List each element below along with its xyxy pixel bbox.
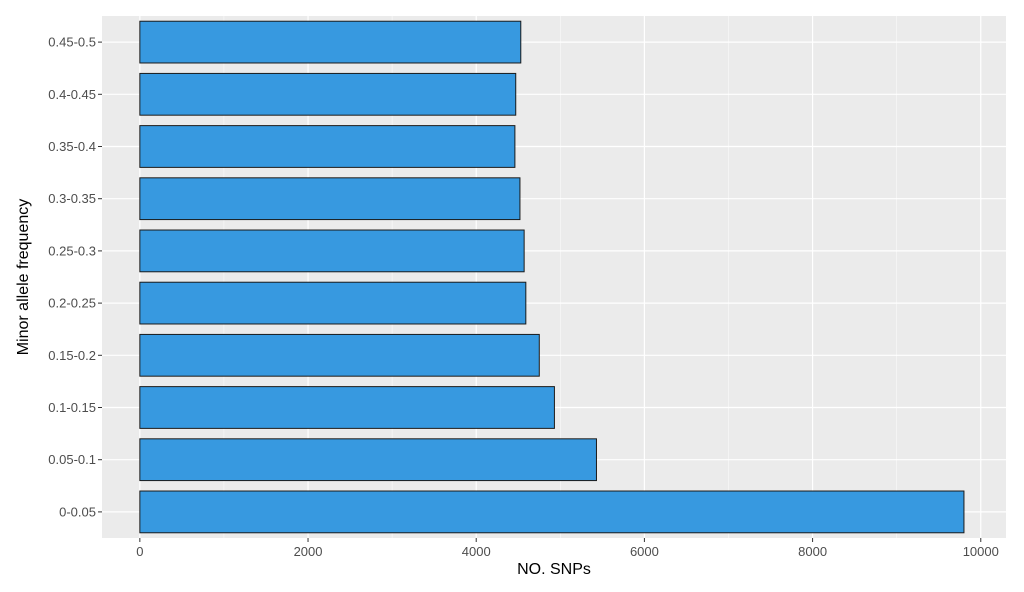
bar-0.45-0.5 [139,20,522,64]
bar-0.2-0.25 [139,281,527,325]
x-tick-label: 6000 [630,544,659,559]
y-tick-label: 0.3-0.35 [48,191,96,206]
x-tick-label: 10000 [963,544,999,559]
bar-0.1-0.15 [139,386,555,429]
bar-0.15-0.2 [139,333,540,377]
x-axis-title: NO. SNPs [517,561,591,578]
y-axis-title: Minor allele frequency [15,199,32,356]
y-tick-label: 0.45-0.5 [48,35,96,50]
x-tick-label: 8000 [798,544,827,559]
y-tick-label: 0.05-0.1 [48,452,96,467]
bar-0.05-0.1 [139,438,597,482]
y-tick-label: 0.2-0.25 [48,296,96,311]
y-tick-label: 0.25-0.3 [48,243,96,258]
bars [139,20,965,534]
y-tick-label: 0.4-0.45 [48,87,96,102]
y-tick-label: 0.1-0.15 [48,400,96,415]
y-tick-label: 0.15-0.2 [48,348,96,363]
y-axis-ticks: 0-0.05 0.05-0.1 0.1-0.15 0.15-0.2 0.2-0.25 0.… [48,35,102,519]
bar-0.35-0.4 [139,125,516,168]
y-tick-label: 0-0.05 [59,504,96,519]
x-axis-ticks: 0 2000 4000 6000 8000 10000 [136,538,999,559]
x-tick-label: 4000 [462,544,491,559]
y-tick-label: 0.35-0.4 [48,139,96,154]
x-tick-label: 0 [136,544,143,559]
bar-0.25-0.3 [139,229,525,273]
x-tick-label: 2000 [294,544,323,559]
bar-0-0.05 [139,490,965,534]
bar-0.4-0.45 [139,72,517,116]
bar-0.3-0.35 [139,177,521,221]
